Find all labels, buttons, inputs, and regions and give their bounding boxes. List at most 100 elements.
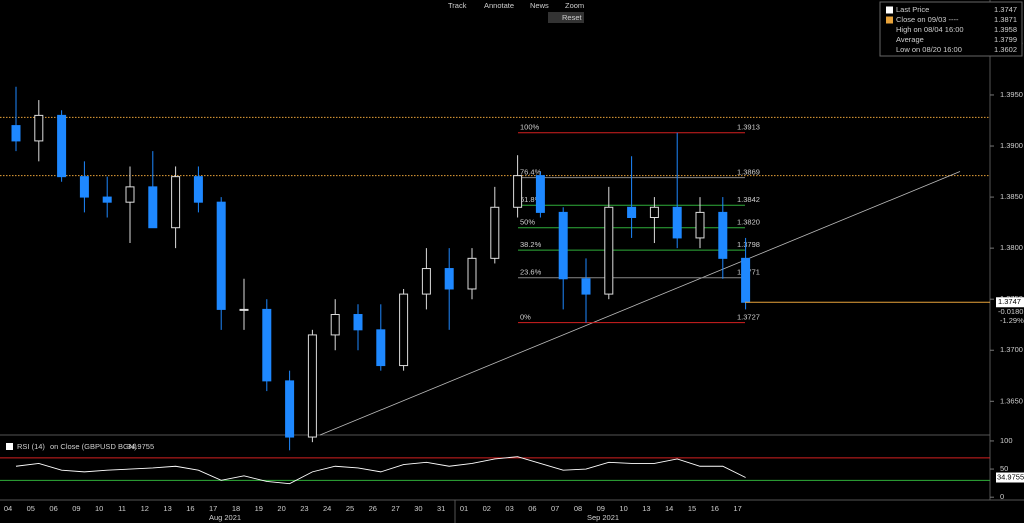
x-tick-label: 02	[483, 504, 491, 513]
x-tick-label: 18	[232, 504, 240, 513]
reset-button[interactable]	[548, 12, 584, 23]
x-tick-label: 26	[369, 504, 377, 513]
toolbar-button[interactable]: News	[530, 1, 549, 10]
fib-value: 1.3820	[737, 218, 760, 227]
x-tick-label: 07	[551, 504, 559, 513]
x-tick-label: 24	[323, 504, 331, 513]
toolbar-button[interactable]: Zoom	[565, 1, 584, 10]
x-tick-label: 14	[665, 504, 673, 513]
x-tick-label: 09	[72, 504, 80, 513]
x-tick-label: 20	[277, 504, 285, 513]
y-tick-label: 1.3700	[1000, 345, 1023, 354]
x-tick-label: 06	[528, 504, 536, 513]
x-tick-label: 12	[141, 504, 149, 513]
x-tick-label: 23	[300, 504, 308, 513]
legend-label: Low on 08/20 16:00	[896, 45, 962, 54]
fib-pct: 76.4%	[520, 168, 542, 177]
x-tick-label: 11	[118, 504, 126, 513]
last-price-tag	[996, 297, 1024, 308]
candle-body	[558, 211, 568, 280]
candle-body	[376, 329, 386, 367]
x-tick-label: 25	[346, 504, 354, 513]
fib-value: 1.3727	[737, 313, 760, 322]
candle-body	[102, 196, 112, 203]
legend-label: High on 08/04 16:00	[896, 25, 964, 34]
rsi-swatch	[6, 443, 13, 450]
legend-label: Close on 09/03 ----	[896, 15, 959, 24]
change-pct-label: -1.29%	[1000, 316, 1024, 325]
legend-swatch	[886, 6, 893, 14]
candle-body	[490, 206, 500, 259]
candle-body	[467, 257, 477, 290]
candle-body	[513, 175, 523, 208]
candle-body	[216, 201, 226, 310]
x-tick-label: 16	[711, 504, 719, 513]
candle-body	[718, 211, 728, 259]
y-tick-label: 1.3950	[1000, 90, 1023, 99]
rsi-subtitle: on Close (GBPUSD BGN)	[50, 442, 137, 451]
x-tick-label: 04	[4, 504, 12, 513]
trendline	[319, 171, 961, 436]
last-price-label: 1.3747	[998, 297, 1021, 306]
x-tick-label: 13	[642, 504, 650, 513]
legend-value: 1.3602	[994, 45, 1017, 54]
rsi-tag-label: 34.9755	[997, 472, 1024, 481]
candle-body	[148, 186, 158, 229]
candle-body	[353, 314, 363, 331]
x-tick-label: 05	[27, 504, 35, 513]
x-tick-label: 27	[391, 504, 399, 513]
candle-body	[79, 176, 89, 198]
fib-pct: 61.8%	[520, 195, 542, 204]
x-tick-label: 17	[209, 504, 217, 513]
y-tick-label: 1.3900	[1000, 141, 1023, 150]
fib-pct: 50%	[520, 218, 535, 227]
candle-body	[581, 278, 591, 295]
legend-value: 1.3871	[994, 15, 1017, 24]
fib-pct: 23.6%	[520, 268, 542, 277]
candle-body	[11, 125, 21, 142]
rsi-title: RSI (14)	[17, 442, 45, 451]
x-tick-label: 03	[505, 504, 513, 513]
x-tick-label: 10	[95, 504, 103, 513]
candle-body	[741, 257, 751, 303]
candle-body	[34, 114, 44, 142]
y-tick-label: 1.3650	[1000, 396, 1023, 405]
x-tick-label: 17	[733, 504, 741, 513]
x-tick-label: 09	[597, 504, 605, 513]
candle-body	[262, 308, 272, 382]
month-label: Sep 2021	[587, 513, 619, 522]
fib-value: 1.3869	[737, 168, 760, 177]
y-tick-label: 1.3850	[1000, 192, 1023, 201]
x-tick-label: 06	[49, 504, 57, 513]
candle-body	[171, 176, 181, 229]
candle-body	[695, 211, 705, 239]
y-tick-label: 100	[1000, 436, 1013, 445]
candle-body	[125, 186, 135, 203]
candle-body	[421, 268, 431, 295]
x-tick-label: 30	[414, 504, 422, 513]
change-label: -0.0180	[998, 307, 1023, 316]
legend-swatch	[886, 16, 893, 24]
x-tick-label: 31	[437, 504, 445, 513]
candle-body	[399, 293, 409, 367]
toolbar-button[interactable]: Reset	[562, 13, 583, 22]
fib-value: 1.3913	[737, 123, 760, 132]
candle-body	[193, 176, 203, 203]
fib-pct: 100%	[520, 123, 540, 132]
legend-value: 1.3799	[994, 35, 1017, 44]
fib-value: 1.3842	[737, 195, 760, 204]
fib-value: 1.3798	[737, 240, 760, 249]
y-tick-label: 50	[1000, 464, 1008, 473]
fib-pct: 38.2%	[520, 240, 542, 249]
x-tick-label: 08	[574, 504, 582, 513]
toolbar-button[interactable]: Track	[448, 1, 467, 10]
candle-body	[285, 380, 295, 438]
candle-body	[627, 206, 637, 218]
candle-body	[672, 206, 682, 239]
rsi-tag	[996, 472, 1024, 483]
toolbar-button[interactable]: Annotate	[484, 1, 514, 10]
rsi-last: 34.9755	[127, 442, 154, 451]
y-tick-label: 0	[1000, 492, 1004, 501]
x-tick-label: 01	[460, 504, 468, 513]
candle-body	[57, 114, 67, 178]
